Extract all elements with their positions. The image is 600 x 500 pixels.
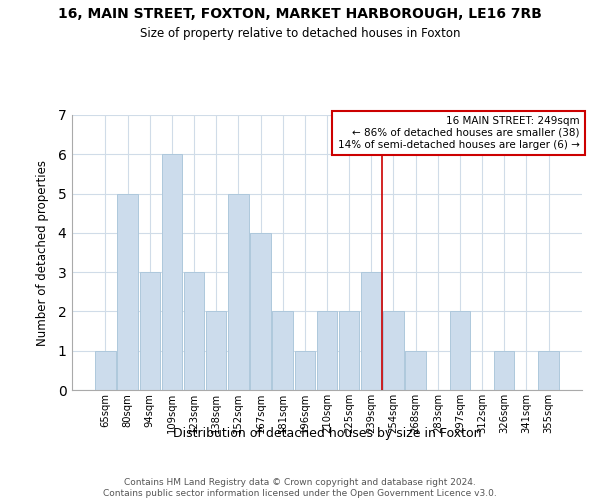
- Text: 16 MAIN STREET: 249sqm
← 86% of detached houses are smaller (38)
14% of semi-det: 16 MAIN STREET: 249sqm ← 86% of detached…: [338, 116, 580, 150]
- Bar: [184, 272, 204, 390]
- Y-axis label: Number of detached properties: Number of detached properties: [36, 160, 49, 346]
- Bar: [361, 272, 382, 390]
- Text: Distribution of detached houses by size in Foxton: Distribution of detached houses by size …: [173, 428, 481, 440]
- Bar: [228, 194, 248, 390]
- Text: 16, MAIN STREET, FOXTON, MARKET HARBOROUGH, LE16 7RB: 16, MAIN STREET, FOXTON, MARKET HARBOROU…: [58, 8, 542, 22]
- Bar: [206, 312, 226, 390]
- Bar: [250, 233, 271, 390]
- Bar: [118, 194, 138, 390]
- Bar: [406, 350, 426, 390]
- Bar: [272, 312, 293, 390]
- Bar: [161, 154, 182, 390]
- Bar: [538, 350, 559, 390]
- Bar: [450, 312, 470, 390]
- Bar: [95, 350, 116, 390]
- Bar: [317, 312, 337, 390]
- Bar: [295, 350, 315, 390]
- Bar: [383, 312, 404, 390]
- Text: Contains HM Land Registry data © Crown copyright and database right 2024.
Contai: Contains HM Land Registry data © Crown c…: [103, 478, 497, 498]
- Bar: [339, 312, 359, 390]
- Text: Size of property relative to detached houses in Foxton: Size of property relative to detached ho…: [140, 28, 460, 40]
- Bar: [494, 350, 514, 390]
- Bar: [140, 272, 160, 390]
